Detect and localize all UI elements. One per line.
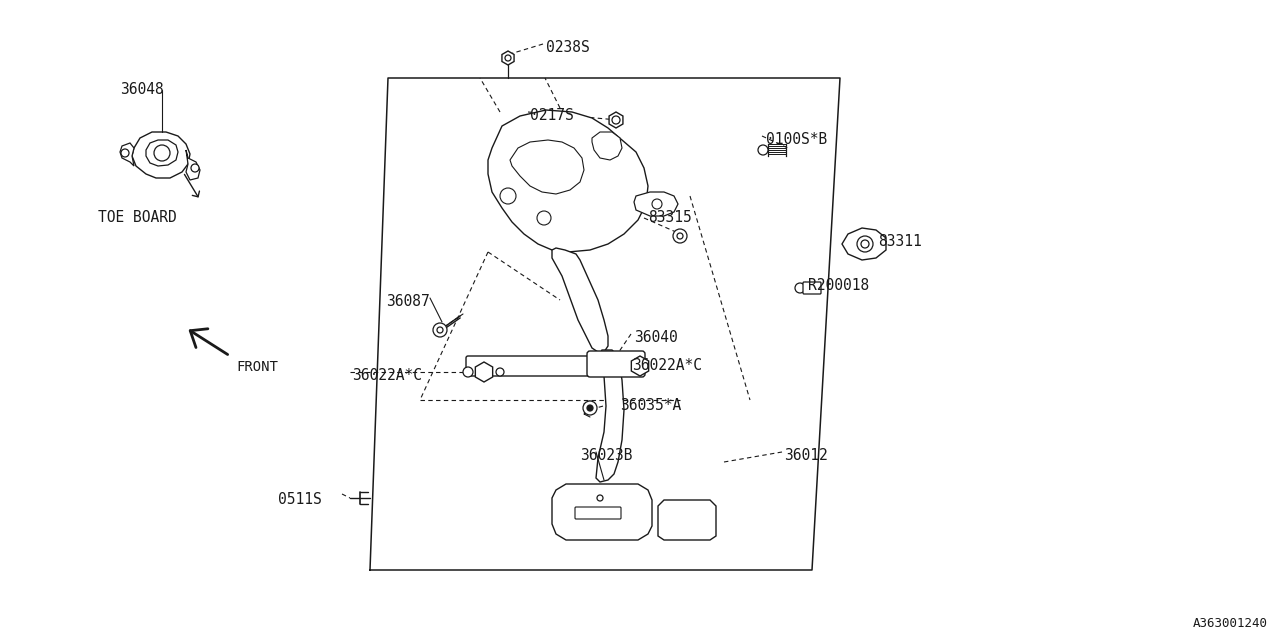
Polygon shape: [509, 140, 584, 194]
Polygon shape: [186, 150, 200, 180]
FancyBboxPatch shape: [588, 351, 645, 377]
Circle shape: [861, 240, 869, 248]
Circle shape: [506, 55, 511, 61]
Text: 36035*A: 36035*A: [620, 398, 681, 413]
Text: 36023B: 36023B: [580, 448, 632, 463]
Text: 83315: 83315: [648, 210, 691, 225]
Circle shape: [795, 283, 805, 293]
Text: R200018: R200018: [808, 278, 869, 293]
Circle shape: [612, 116, 620, 124]
Circle shape: [191, 164, 198, 172]
Circle shape: [154, 145, 170, 161]
Text: A363001240: A363001240: [1193, 617, 1268, 630]
Circle shape: [497, 368, 504, 376]
Polygon shape: [842, 228, 886, 260]
Circle shape: [538, 211, 550, 225]
Polygon shape: [634, 192, 678, 216]
Polygon shape: [552, 248, 608, 352]
Text: TOE BOARD: TOE BOARD: [99, 210, 177, 225]
Polygon shape: [593, 132, 622, 160]
Text: 36022A*C: 36022A*C: [632, 358, 701, 373]
Circle shape: [858, 236, 873, 252]
Circle shape: [582, 401, 596, 415]
Circle shape: [436, 327, 443, 333]
Circle shape: [588, 405, 593, 411]
Circle shape: [673, 229, 687, 243]
Circle shape: [652, 199, 662, 209]
Text: 0100S*B: 0100S*B: [765, 132, 827, 147]
Text: 36022A*C: 36022A*C: [352, 368, 422, 383]
Text: 36012: 36012: [785, 448, 828, 463]
FancyBboxPatch shape: [575, 507, 621, 519]
Polygon shape: [120, 143, 134, 166]
Text: 36087: 36087: [387, 294, 430, 309]
Text: FRONT: FRONT: [236, 360, 278, 374]
Circle shape: [433, 323, 447, 337]
Polygon shape: [146, 140, 178, 166]
Polygon shape: [488, 110, 648, 252]
Text: 36040: 36040: [634, 330, 677, 345]
Text: 0511S: 0511S: [278, 492, 321, 507]
Text: 83311: 83311: [878, 234, 922, 249]
Circle shape: [758, 145, 768, 155]
Text: 36048: 36048: [120, 82, 164, 97]
FancyBboxPatch shape: [466, 356, 640, 376]
Circle shape: [122, 149, 129, 157]
FancyBboxPatch shape: [803, 282, 820, 294]
Polygon shape: [132, 132, 189, 178]
Circle shape: [500, 188, 516, 204]
Text: 0238S: 0238S: [547, 40, 590, 55]
Circle shape: [677, 233, 684, 239]
Polygon shape: [596, 350, 625, 482]
Polygon shape: [658, 500, 716, 540]
Circle shape: [596, 495, 603, 501]
Circle shape: [463, 367, 474, 377]
Text: 0217S: 0217S: [530, 108, 573, 123]
Polygon shape: [552, 484, 652, 540]
